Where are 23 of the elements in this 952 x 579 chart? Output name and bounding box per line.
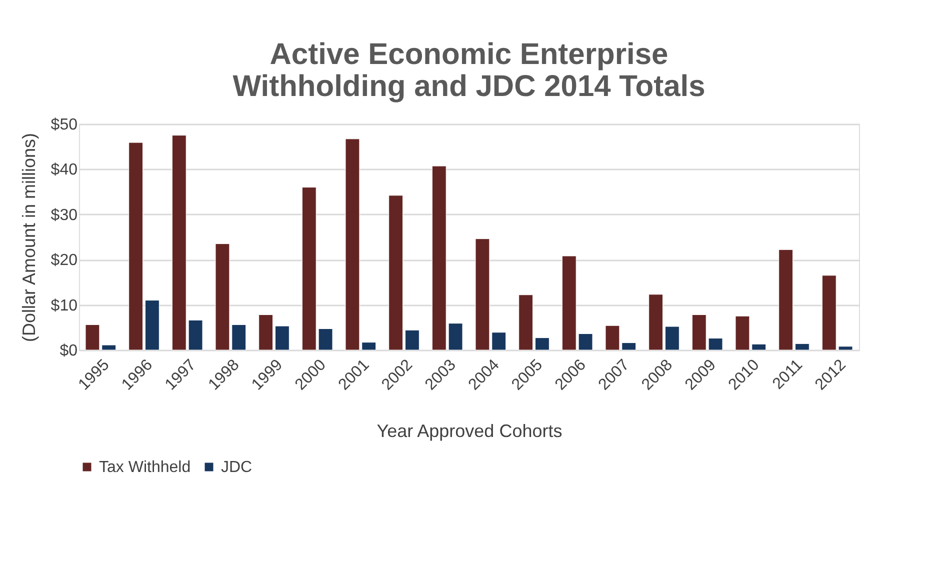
bar (258, 314, 274, 350)
y-tick-label: $0 (60, 342, 78, 360)
bar (664, 326, 680, 350)
y-tick-label: $20 (50, 252, 78, 270)
bar (274, 326, 290, 350)
bar (518, 294, 534, 350)
bar (388, 195, 404, 350)
y-tick-label: $40 (50, 162, 78, 179)
legend-label: JDC (221, 459, 252, 476)
bar (404, 330, 420, 350)
bar (128, 142, 144, 350)
y-tick-label: $10 (50, 297, 78, 314)
bar (778, 249, 794, 350)
bar (794, 343, 810, 350)
chart-title: Active Economic Enterprise Withholding and JDC 2014 Totals (232, 38, 706, 103)
y-tick-label: $50 (50, 116, 78, 134)
y-axis-title: (Dollar Amount in millions) (18, 132, 39, 342)
x-axis-title: Year Approved Cohorts (376, 420, 562, 441)
bar (648, 294, 664, 350)
bar (144, 300, 160, 350)
y-tick-label: $30 (50, 206, 78, 224)
bar (534, 338, 550, 350)
legend-label: Tax Withheld (99, 459, 191, 476)
